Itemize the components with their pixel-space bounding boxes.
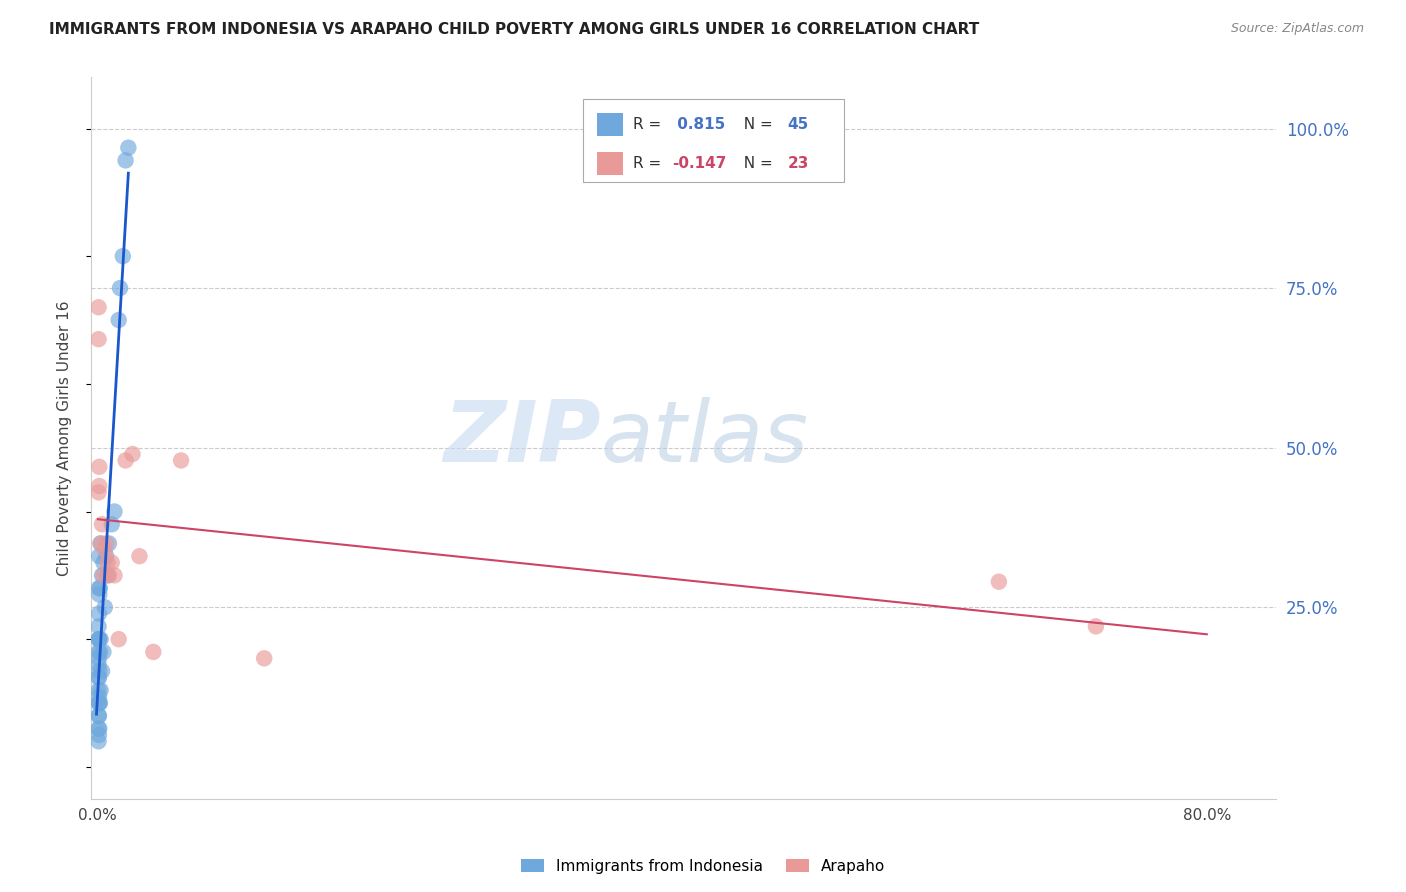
Point — [90, 536, 112, 550]
Point — [97, 568, 120, 582]
Text: atlas: atlas — [600, 397, 808, 480]
Point — [91, 664, 114, 678]
Point — [87, 300, 110, 314]
Point — [987, 574, 1010, 589]
Point — [89, 696, 111, 710]
Text: -0.147: -0.147 — [672, 156, 725, 171]
Point — [87, 332, 110, 346]
Point — [87, 683, 110, 698]
Point — [89, 645, 111, 659]
Point — [90, 683, 112, 698]
Text: R =: R = — [633, 118, 665, 132]
Point — [87, 708, 110, 723]
Point — [87, 734, 110, 748]
Point — [94, 600, 117, 615]
Point — [87, 722, 110, 736]
Point — [253, 651, 276, 665]
Point — [87, 671, 110, 685]
Point — [87, 696, 110, 710]
Point — [96, 536, 118, 550]
Text: 45: 45 — [787, 118, 808, 132]
Point — [142, 645, 165, 659]
Point — [121, 447, 143, 461]
Point — [111, 249, 134, 263]
FancyBboxPatch shape — [598, 153, 623, 176]
Point — [87, 708, 110, 723]
Text: N =: N = — [734, 118, 778, 132]
Legend: Immigrants from Indonesia, Arapaho: Immigrants from Indonesia, Arapaho — [515, 853, 891, 880]
Point — [93, 556, 115, 570]
Point — [89, 459, 111, 474]
Point — [100, 556, 122, 570]
Point — [93, 645, 115, 659]
Point — [94, 542, 117, 557]
Text: 23: 23 — [787, 156, 810, 171]
Point — [103, 568, 125, 582]
Text: N =: N = — [734, 156, 778, 171]
Point — [87, 619, 110, 633]
Point — [97, 556, 120, 570]
Point — [89, 696, 111, 710]
Point — [114, 153, 136, 168]
Point — [97, 536, 120, 550]
Point — [87, 632, 110, 647]
Text: IMMIGRANTS FROM INDONESIA VS ARAPAHO CHILD POVERTY AMONG GIRLS UNDER 16 CORRELAT: IMMIGRANTS FROM INDONESIA VS ARAPAHO CHI… — [49, 22, 980, 37]
Point — [87, 645, 110, 659]
Point — [170, 453, 193, 467]
Point — [87, 671, 110, 685]
Point — [96, 549, 118, 564]
Text: Source: ZipAtlas.com: Source: ZipAtlas.com — [1230, 22, 1364, 36]
Point — [89, 722, 111, 736]
Point — [1084, 619, 1107, 633]
Point — [87, 581, 110, 595]
Point — [90, 632, 112, 647]
Point — [100, 517, 122, 532]
Point — [90, 536, 112, 550]
Point — [97, 568, 120, 582]
Point — [87, 657, 110, 672]
Point — [87, 632, 110, 647]
Point — [107, 313, 129, 327]
Point — [91, 568, 114, 582]
Point — [114, 453, 136, 467]
Text: ZIP: ZIP — [443, 397, 600, 480]
Point — [89, 632, 111, 647]
Point — [89, 587, 111, 601]
FancyBboxPatch shape — [582, 99, 844, 182]
Point — [87, 651, 110, 665]
Point — [89, 581, 111, 595]
Point — [107, 632, 129, 647]
Point — [93, 568, 115, 582]
Point — [117, 141, 139, 155]
Point — [103, 504, 125, 518]
Point — [89, 479, 111, 493]
FancyBboxPatch shape — [598, 113, 623, 136]
Point — [87, 607, 110, 621]
Point — [91, 517, 114, 532]
Point — [87, 690, 110, 704]
Point — [128, 549, 150, 564]
Point — [89, 549, 111, 564]
Text: R =: R = — [633, 156, 665, 171]
Y-axis label: Child Poverty Among Girls Under 16: Child Poverty Among Girls Under 16 — [58, 301, 72, 576]
Text: 0.815: 0.815 — [672, 118, 725, 132]
Point — [89, 664, 111, 678]
Point — [87, 728, 110, 742]
Point — [108, 281, 131, 295]
Point — [87, 485, 110, 500]
